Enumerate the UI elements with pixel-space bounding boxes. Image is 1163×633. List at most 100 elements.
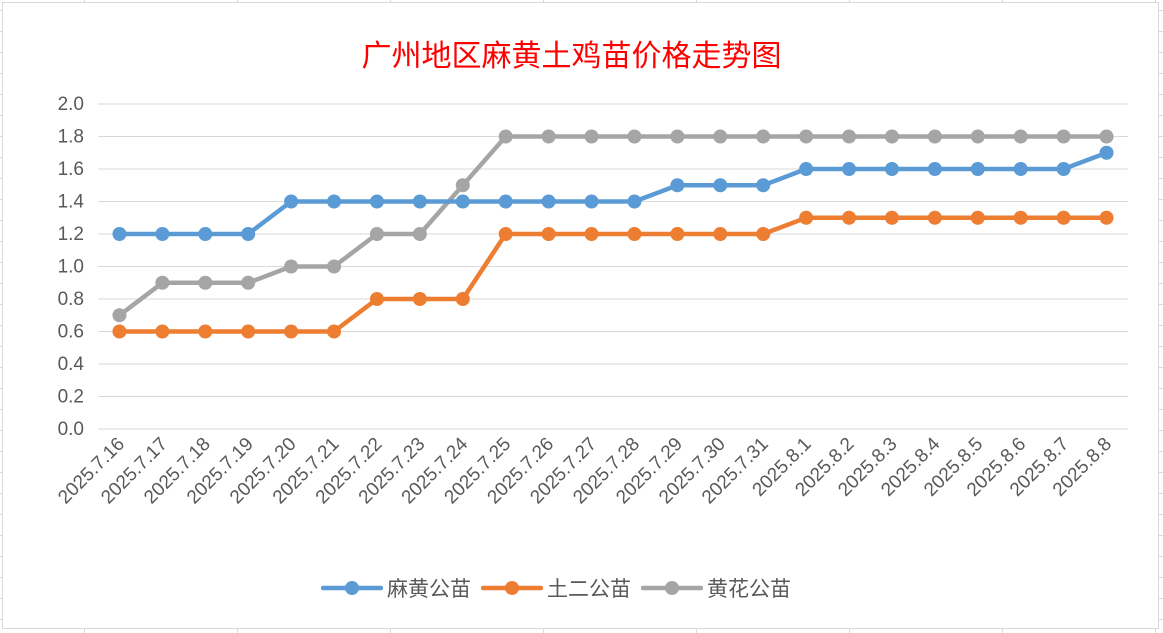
data-point[interactable] xyxy=(155,275,170,290)
data-point[interactable] xyxy=(756,227,771,241)
data-point[interactable] xyxy=(799,210,814,225)
data-point[interactable] xyxy=(327,324,342,339)
data-point[interactable] xyxy=(1099,210,1114,225)
legend-item[interactable]: 土二公苗 xyxy=(481,573,631,603)
legend-marker xyxy=(345,581,359,595)
legend-swatch xyxy=(321,581,383,595)
data-point[interactable] xyxy=(541,227,556,241)
data-point[interactable] xyxy=(713,129,728,144)
data-point[interactable] xyxy=(1056,162,1071,176)
data-point[interactable] xyxy=(584,227,599,241)
data-point[interactable] xyxy=(198,324,213,339)
data-point[interactable] xyxy=(369,227,384,241)
y-tick-label: 1.0 xyxy=(58,257,84,278)
data-point[interactable] xyxy=(970,210,985,225)
data-point[interactable] xyxy=(498,129,513,144)
data-point[interactable] xyxy=(670,227,685,241)
data-point[interactable] xyxy=(241,275,256,290)
series-line[interactable] xyxy=(117,134,1109,318)
legend-swatch xyxy=(481,581,543,595)
data-point[interactable] xyxy=(241,324,256,339)
data-point[interactable] xyxy=(884,129,899,144)
data-point[interactable] xyxy=(1013,210,1028,225)
chart-legend: 麻黄公苗 土二公苗 黄花公苗 xyxy=(321,573,793,603)
data-point[interactable] xyxy=(756,129,771,144)
data-point[interactable] xyxy=(842,129,857,144)
data-point[interactable] xyxy=(369,194,384,209)
data-point[interactable] xyxy=(112,324,127,339)
data-point[interactable] xyxy=(284,324,299,339)
data-point[interactable] xyxy=(541,129,556,144)
y-tick-label: 1.2 xyxy=(58,224,84,245)
data-point[interactable] xyxy=(541,194,556,209)
legend-item[interactable]: 麻黄公苗 xyxy=(321,573,471,603)
y-tick-label: 0.6 xyxy=(58,322,84,343)
line-chart-plot: 0.00.20.40.60.81.01.21.41.61.82.02025.7.… xyxy=(54,94,1128,508)
data-point[interactable] xyxy=(284,259,299,274)
data-point[interactable] xyxy=(842,210,857,225)
data-point[interactable] xyxy=(713,178,728,193)
data-point[interactable] xyxy=(198,275,213,290)
legend-label: 麻黄公苗 xyxy=(387,577,471,601)
data-point[interactable] xyxy=(927,129,942,144)
data-point[interactable] xyxy=(756,178,771,193)
data-point[interactable] xyxy=(498,227,513,241)
data-point[interactable] xyxy=(155,227,170,241)
y-tick-label: 1.4 xyxy=(58,192,85,213)
data-point[interactable] xyxy=(627,227,642,241)
legend-marker xyxy=(665,581,679,595)
data-point[interactable] xyxy=(670,129,685,144)
data-point[interactable] xyxy=(670,178,685,193)
data-point[interactable] xyxy=(412,194,427,209)
data-point[interactable] xyxy=(927,162,942,176)
legend-swatch xyxy=(641,581,703,595)
data-point[interactable] xyxy=(627,129,642,144)
data-point[interactable] xyxy=(369,292,384,306)
y-tick-label: 0.8 xyxy=(58,289,84,310)
data-point[interactable] xyxy=(412,292,427,306)
data-point[interactable] xyxy=(1013,162,1028,176)
data-point[interactable] xyxy=(1013,129,1028,144)
data-point[interactable] xyxy=(327,259,342,274)
data-point[interactable] xyxy=(584,129,599,144)
data-point[interactable] xyxy=(155,324,170,339)
legend-label: 土二公苗 xyxy=(547,577,631,601)
data-point[interactable] xyxy=(1099,129,1114,144)
data-point[interactable] xyxy=(842,162,857,176)
data-point[interactable] xyxy=(799,162,814,176)
data-point[interactable] xyxy=(455,194,470,209)
data-point[interactable] xyxy=(627,194,642,209)
data-point[interactable] xyxy=(1056,129,1071,144)
data-point[interactable] xyxy=(970,162,985,176)
series-line[interactable] xyxy=(117,215,1109,334)
data-point[interactable] xyxy=(241,227,256,241)
data-point[interactable] xyxy=(327,194,342,209)
data-point[interactable] xyxy=(198,227,213,241)
legend-item[interactable]: 黄花公苗 xyxy=(641,573,791,603)
y-tick-label: 0.4 xyxy=(58,354,85,375)
y-tick-label: 1.6 xyxy=(58,159,84,180)
data-point[interactable] xyxy=(1056,210,1071,225)
data-point[interactable] xyxy=(112,227,127,241)
data-point[interactable] xyxy=(884,210,899,225)
data-point[interactable] xyxy=(1099,145,1114,160)
series-line[interactable] xyxy=(117,150,1109,237)
legend-label: 黄花公苗 xyxy=(707,577,791,601)
data-point[interactable] xyxy=(713,227,728,241)
data-point[interactable] xyxy=(455,292,470,306)
data-point[interactable] xyxy=(884,162,899,176)
legend-marker xyxy=(505,581,519,595)
data-point[interactable] xyxy=(584,194,599,209)
y-tick-label: 2.0 xyxy=(58,94,84,115)
data-point[interactable] xyxy=(455,178,470,193)
data-point[interactable] xyxy=(284,194,299,209)
data-point[interactable] xyxy=(112,308,127,323)
data-point[interactable] xyxy=(412,227,427,241)
y-tick-label: 0.0 xyxy=(58,419,84,440)
data-point[interactable] xyxy=(799,129,814,144)
data-point[interactable] xyxy=(498,194,513,209)
data-point[interactable] xyxy=(927,210,942,225)
data-point[interactable] xyxy=(970,129,985,144)
